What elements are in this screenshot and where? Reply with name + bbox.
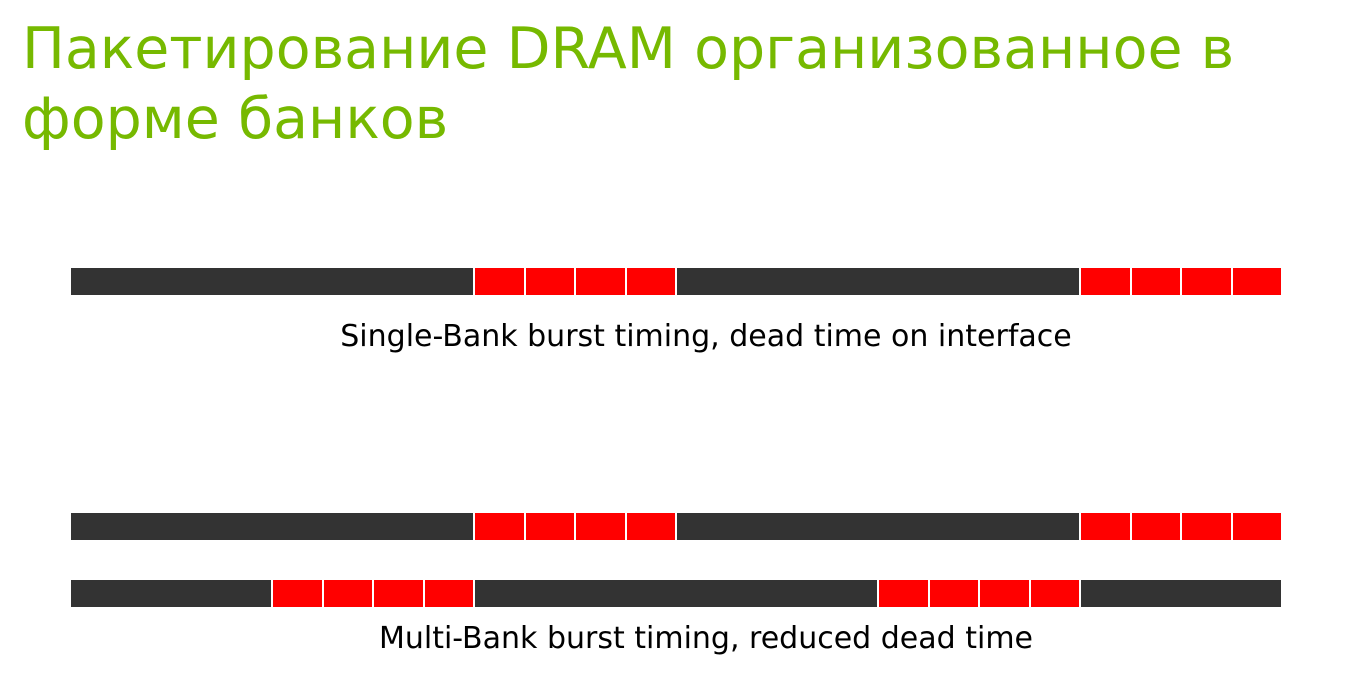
multi-bank-timeline-1 (71, 513, 1281, 540)
single-bank-timeline (71, 268, 1281, 295)
burst-segment (1081, 268, 1130, 295)
burst-segment (929, 580, 978, 607)
burst-segment (1081, 513, 1130, 540)
burst-segment (273, 580, 322, 607)
burst-segment (374, 580, 423, 607)
burst-segment (626, 268, 675, 295)
burst-segment (1182, 513, 1231, 540)
burst-segment (1182, 268, 1231, 295)
multi-bank-timeline-2 (71, 580, 1281, 607)
burst-segment (1232, 268, 1281, 295)
slide-title: Пакетирование DRAM организованное в форм… (22, 16, 1235, 152)
multi-bank-caption: Multi-Bank burst timing, reduced dead ti… (378, 621, 1034, 656)
single-bank-caption: Single-Bank burst timing, dead time on i… (340, 319, 1072, 354)
idle-segment (71, 268, 473, 295)
burst-segment (475, 268, 524, 295)
burst-segment (323, 580, 372, 607)
burst-segment (1131, 268, 1180, 295)
burst-segment (1030, 580, 1079, 607)
idle-segment (475, 580, 877, 607)
idle-segment (677, 513, 1079, 540)
idle-segment (71, 513, 473, 540)
burst-segment (576, 513, 625, 540)
idle-segment (677, 268, 1079, 295)
burst-segment (1131, 513, 1180, 540)
idle-segment (1081, 580, 1281, 607)
burst-segment (1232, 513, 1281, 540)
burst-segment (525, 513, 574, 540)
burst-segment (980, 580, 1029, 607)
burst-segment (475, 513, 524, 540)
burst-segment (879, 580, 928, 607)
burst-segment (626, 513, 675, 540)
burst-segment (424, 580, 473, 607)
idle-segment (71, 580, 271, 607)
burst-segment (576, 268, 625, 295)
burst-segment (525, 268, 574, 295)
